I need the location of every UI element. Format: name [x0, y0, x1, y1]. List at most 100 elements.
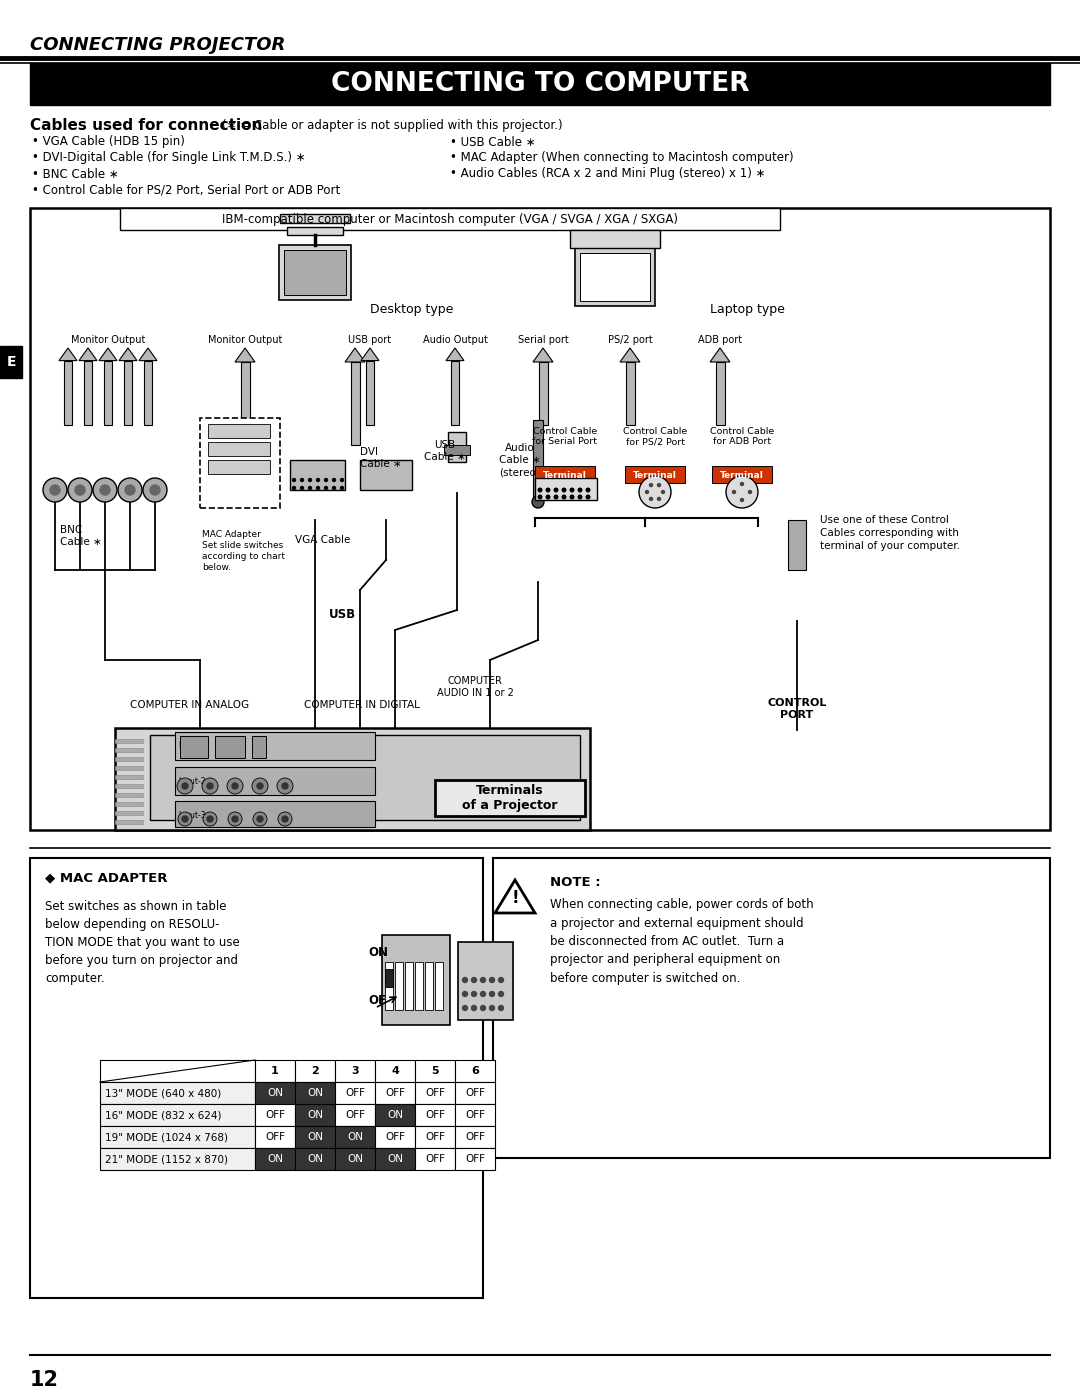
Bar [625, 467, 685, 483]
Circle shape [207, 782, 213, 789]
Circle shape [532, 496, 544, 509]
Bar [200, 418, 280, 509]
Text: Serial port: Serial port [517, 335, 568, 345]
Bar [84, 360, 92, 425]
Text: OFF: OFF [368, 993, 394, 1006]
Text: !: ! [511, 888, 518, 907]
Bar [712, 467, 772, 483]
Circle shape [68, 478, 92, 502]
Circle shape [178, 812, 192, 826]
Circle shape [472, 978, 476, 982]
Bar [30, 208, 1050, 830]
Circle shape [228, 812, 242, 826]
Text: OFF: OFF [465, 1111, 485, 1120]
Text: COMPUTER
AUDIO IN 1 or 2: COMPUTER AUDIO IN 1 or 2 [436, 676, 513, 697]
Bar [351, 362, 360, 446]
Circle shape [278, 812, 292, 826]
Bar [375, 1083, 415, 1104]
Circle shape [293, 479, 296, 482]
Bar [534, 420, 543, 500]
Bar [444, 446, 470, 455]
Circle shape [646, 490, 648, 493]
Circle shape [481, 1006, 486, 1010]
Text: ON: ON [368, 946, 388, 958]
Circle shape [499, 1006, 503, 1010]
Circle shape [276, 778, 293, 793]
Circle shape [125, 485, 135, 495]
Text: ON: ON [387, 1154, 403, 1164]
Bar [788, 520, 806, 570]
Circle shape [546, 495, 550, 499]
Bar [255, 1126, 295, 1148]
Text: Cables used for connection: Cables used for connection [30, 117, 262, 133]
Polygon shape [534, 348, 553, 362]
Circle shape [177, 778, 193, 793]
Bar [435, 780, 585, 816]
Text: ON: ON [307, 1132, 323, 1141]
Circle shape [183, 782, 188, 789]
Polygon shape [345, 348, 365, 362]
Bar [384, 963, 393, 1010]
Polygon shape [79, 348, 97, 360]
Text: Audio Output: Audio Output [422, 335, 487, 345]
Circle shape [741, 482, 743, 486]
Circle shape [257, 782, 264, 789]
Bar [255, 1104, 295, 1126]
Text: E: E [6, 355, 16, 369]
Bar [114, 820, 143, 824]
Circle shape [570, 495, 573, 499]
Bar [539, 362, 548, 425]
Polygon shape [446, 348, 464, 360]
Bar [415, 963, 423, 1010]
Bar [426, 963, 433, 1010]
Circle shape [333, 479, 336, 482]
Text: USB: USB [328, 608, 355, 620]
Bar [114, 812, 143, 814]
Bar [375, 1148, 415, 1171]
Bar [295, 1083, 335, 1104]
Text: DVI
Cable ∗: DVI Cable ∗ [360, 447, 402, 468]
Circle shape [499, 978, 503, 982]
Bar [415, 1060, 455, 1083]
Bar [100, 1148, 255, 1171]
Circle shape [741, 499, 743, 502]
Circle shape [183, 816, 188, 821]
Polygon shape [361, 348, 379, 360]
Circle shape [324, 486, 327, 489]
Bar [279, 244, 351, 300]
Bar [375, 1060, 415, 1083]
Text: COMPUTER IN ANALOG: COMPUTER IN ANALOG [131, 700, 249, 710]
Circle shape [472, 1006, 476, 1010]
Bar [104, 360, 112, 425]
Text: 6: 6 [471, 1066, 478, 1076]
Circle shape [309, 479, 311, 482]
Bar [150, 735, 580, 820]
Bar [415, 1083, 455, 1104]
Circle shape [203, 812, 217, 826]
Text: OFF: OFF [345, 1088, 365, 1098]
Bar [458, 942, 513, 1020]
Text: OFF: OFF [465, 1154, 485, 1164]
Circle shape [578, 495, 582, 499]
Text: USB port: USB port [349, 335, 392, 345]
Polygon shape [495, 880, 535, 914]
Text: BNC
Cable ∗: BNC Cable ∗ [60, 525, 102, 546]
Bar [114, 793, 143, 798]
Circle shape [232, 816, 238, 821]
Text: Terminals
of a Projector: Terminals of a Projector [462, 784, 557, 812]
Circle shape [639, 476, 671, 509]
Circle shape [316, 479, 320, 482]
Text: CONTROL
PORT: CONTROL PORT [767, 698, 826, 719]
Bar [415, 1104, 455, 1126]
Bar [175, 732, 375, 760]
Text: Audio
Cable ∗
(stereo): Audio Cable ∗ (stereo) [499, 443, 541, 478]
Bar [492, 858, 1050, 1158]
Bar [415, 1148, 455, 1171]
Text: ON: ON [387, 1111, 403, 1120]
Text: OFF: OFF [465, 1088, 485, 1098]
Bar [335, 1148, 375, 1171]
Circle shape [472, 992, 476, 996]
Text: 5: 5 [431, 1066, 438, 1076]
Polygon shape [139, 348, 157, 360]
Bar [382, 935, 450, 1025]
